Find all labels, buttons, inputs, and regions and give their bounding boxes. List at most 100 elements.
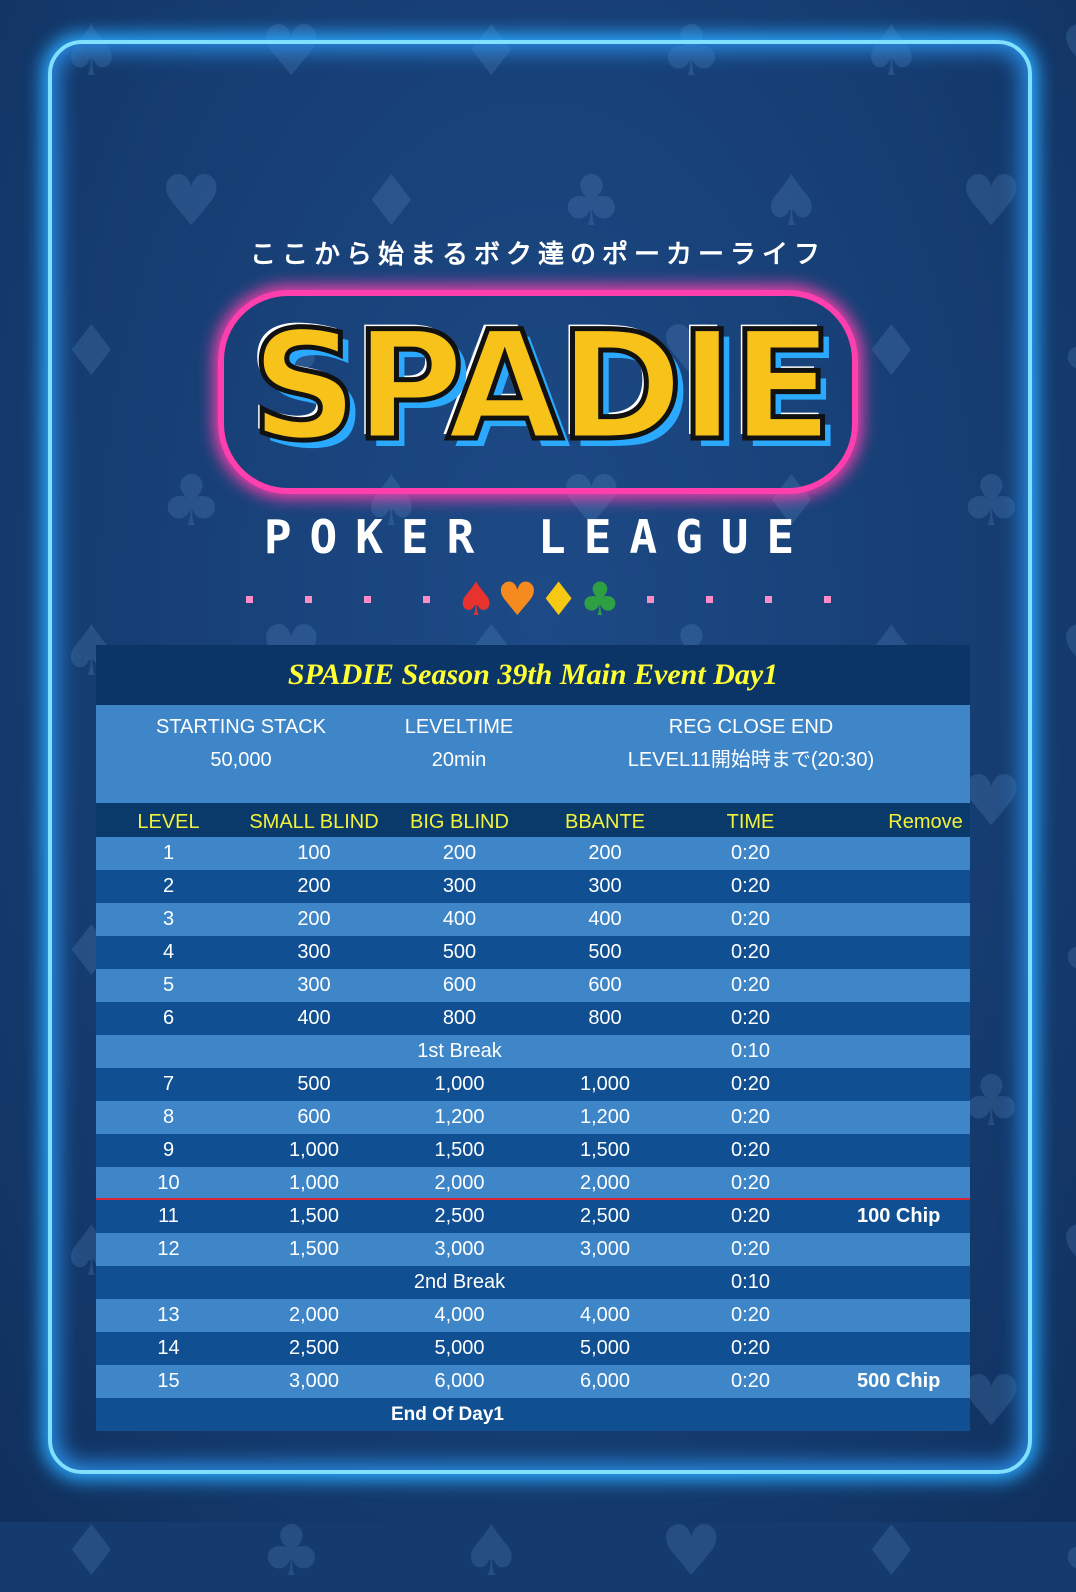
tagline: ここから始まるボク達のポーカーライフ [249, 240, 826, 270]
table-cell [241, 1266, 387, 1299]
suit-pattern-icon: ♣ [1060, 1510, 1076, 1592]
table-cell: 200 [297, 908, 331, 930]
table-cell: 0:10 [731, 1271, 770, 1293]
table-cell [823, 1035, 970, 1068]
club-character-icon: ♣ [579, 572, 621, 626]
table-row: 5 300 600 600 0:20 [96, 969, 970, 1002]
table-cell: 0:20 [731, 1370, 770, 1392]
table-cell: 0:20 [731, 1073, 770, 1095]
neon-frame [48, 40, 1032, 1474]
table-cell: 500 [442, 941, 477, 963]
table-cell: 15 [157, 1370, 180, 1392]
table-cell: 3 [162, 908, 175, 930]
table-cell: 13 [157, 1304, 180, 1326]
suit-pattern-icon: ♠ [460, 310, 523, 392]
table-cell: 0:10 [731, 1040, 770, 1062]
level-time: LEVELTIME 20min [386, 711, 532, 803]
column-header: Remove [888, 811, 963, 833]
table-cell [96, 1266, 241, 1299]
table-row: 13 2,000 4,000 4,000 0:20 [96, 1299, 970, 1332]
table-cell: 5 [162, 974, 175, 996]
table-row: 1 100 200 200 0:20 [96, 837, 970, 870]
table-cell: 0:20 [731, 1007, 770, 1029]
column-header: BBANTE [564, 811, 646, 833]
table-row: 15 3,000 6,000 6,000 0:20 500 Chip [96, 1365, 970, 1398]
table-cell: 600 [588, 974, 622, 996]
suit-pattern-icon: ♥ [960, 760, 1023, 842]
column-header: BIG BLIND [410, 811, 509, 833]
table-cell: 1,200 [579, 1106, 631, 1128]
suit-pattern-icon: ♠ [460, 1510, 523, 1592]
dot [304, 595, 312, 603]
suit-characters: ♠ ♥ ♦ ♣ [0, 572, 1076, 626]
table-cell: 5,000 [579, 1337, 631, 1359]
suit-pattern-icon: ♥ [960, 1360, 1023, 1442]
table-cell [823, 1266, 970, 1299]
table-cell: 8 [162, 1106, 175, 1128]
dot [245, 595, 253, 603]
table-cell: 2,000 [288, 1304, 340, 1326]
table-cell: 1,000 [288, 1139, 340, 1161]
suit-pattern-icon: ♦ [60, 1510, 123, 1592]
table-cell: 500 [588, 941, 622, 963]
suit-pattern-icon: ♦ [360, 160, 423, 242]
table-cell [532, 1035, 678, 1068]
table-cell: 0:20 [731, 974, 770, 996]
reg-close: REG CLOSE END LEVEL11開始時まで(20:30) [532, 711, 970, 803]
suit-pattern-icon: ♠ [760, 160, 823, 242]
dot [764, 595, 772, 603]
table-row: 2 200 300 300 0:20 [96, 870, 970, 903]
table-cell: 0:20 [731, 1205, 770, 1227]
table-cell: 0:20 [731, 1139, 770, 1161]
suit-pattern-icon: ♥ [1060, 610, 1076, 692]
blind-structure-table: SPADIE Season 39th Main Event Day1 START… [96, 645, 970, 1431]
suit-pattern-icon: ♣ [260, 1510, 323, 1592]
info-label: REG CLOSE END [668, 716, 834, 738]
table-row: 14 2,500 5,000 5,000 0:20 [96, 1332, 970, 1365]
end-of-day: End Of Day1 [96, 1398, 970, 1431]
suit-pattern-icon: ♥ [1060, 1210, 1076, 1292]
table-cell: 300 [297, 941, 331, 963]
table-cell: 400 [588, 908, 622, 930]
suit-pattern-icon: ♦ [460, 10, 523, 92]
table-cell: 200 [588, 842, 622, 864]
table-cell: 0:20 [731, 1238, 770, 1260]
table-cell: 0:20 [731, 1337, 770, 1359]
suit-pattern-icon: ♥ [660, 310, 723, 392]
dot [422, 595, 430, 603]
table-cell [823, 1233, 970, 1266]
table-row: 12 1,500 3,000 3,000 0:20 [96, 1233, 970, 1266]
suit-pattern-icon: ♠ [860, 10, 923, 92]
diamond-character-icon: ♦ [538, 572, 580, 626]
info-value: 50,000 [210, 749, 272, 771]
suit-pattern-icon: ♣ [160, 460, 223, 542]
table-cell [532, 1266, 678, 1299]
suit-pattern-icon: ♦ [860, 1510, 923, 1592]
table-row: 9 1,000 1,500 1,500 0:20 [96, 1134, 970, 1167]
table-cell: 800 [442, 1007, 477, 1029]
table-cell [823, 837, 970, 870]
table-cell: 600 [442, 974, 477, 996]
suit-pattern-icon: ♣ [560, 160, 623, 242]
info-label: STARTING STACK [155, 716, 327, 738]
break-row: 1st Break 0:10 [96, 1035, 970, 1068]
table-cell: 5,000 [434, 1337, 485, 1359]
column-header: TIME [726, 811, 775, 833]
table-cell: 6,000 [579, 1370, 631, 1392]
table-cell: 12 [157, 1238, 180, 1260]
poker-league-subtitle: POKER LEAGUE [263, 510, 813, 564]
table-cell: 1,500 [434, 1139, 485, 1161]
table-row: 8 600 1,200 1,200 0:20 [96, 1101, 970, 1134]
table-cell: 2,000 [579, 1172, 631, 1194]
table-cell: 2nd Break [413, 1271, 506, 1293]
dot [823, 595, 831, 603]
table-cell [823, 1332, 970, 1365]
table-row: 10 1,000 2,000 2,000 0:20 [96, 1167, 970, 1200]
table-row: 7 500 1,000 1,000 0:20 [96, 1068, 970, 1101]
table-cell: 600 [297, 1106, 331, 1128]
column-header: SMALL BLIND [249, 811, 379, 833]
table-cell: 3,000 [288, 1370, 340, 1392]
table-cell: 4 [162, 941, 175, 963]
table-cell: 10 [157, 1172, 180, 1194]
table-cell: 1,500 [579, 1139, 631, 1161]
